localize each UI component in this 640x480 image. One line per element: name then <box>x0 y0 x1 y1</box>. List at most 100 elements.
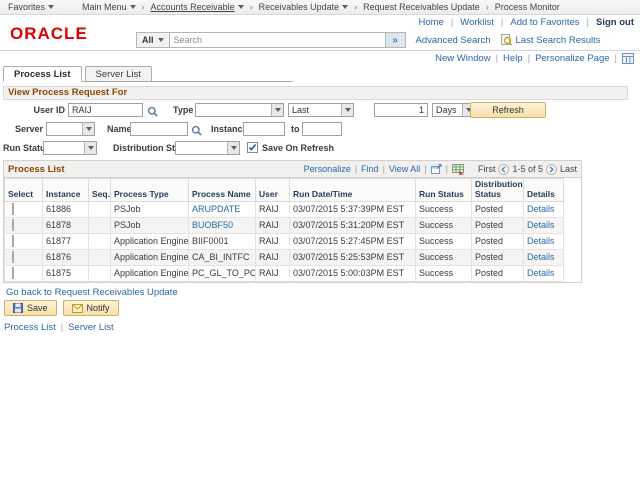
zoom-grid-icon[interactable] <box>430 164 442 174</box>
advanced-search-link[interactable]: Advanced Search <box>415 34 491 46</box>
notify-label: Notify <box>86 303 110 313</box>
separator: | <box>614 53 617 64</box>
worklist-link[interactable]: Worklist <box>460 17 494 28</box>
favorites-label: Favorites <box>8 2 46 12</box>
global-search-bar: All » Advanced Search Last Search Result… <box>136 32 601 48</box>
footer-buttons: Save Notify <box>4 300 119 316</box>
home-link[interactable]: Home <box>418 17 444 28</box>
save-on-refresh-checkbox[interactable] <box>247 142 258 153</box>
breadcrumb-separator: › <box>354 2 358 12</box>
cell-process-type: PSJob <box>110 200 189 218</box>
tab-process-list[interactable]: Process List <box>3 66 82 82</box>
user-id-label: User ID <box>33 105 65 115</box>
pager-next-icon[interactable] <box>545 163 557 175</box>
view-all-link[interactable]: View All <box>388 164 421 174</box>
cell-distribution-status: Posted <box>471 248 524 266</box>
col-process-type: Process Type <box>110 178 189 202</box>
col-distribution-status: Distribution Status <box>471 178 524 202</box>
pager-first[interactable]: First <box>477 164 496 174</box>
days-count-input[interactable] <box>374 103 428 117</box>
new-window-link[interactable]: New Window <box>435 53 491 64</box>
breadcrumb-request-receivables-update[interactable]: Request Receivables Update <box>363 2 480 12</box>
row-select-checkbox[interactable] <box>12 219 14 232</box>
add-to-favorites-link[interactable]: Add to Favorites <box>510 17 580 28</box>
days-unit-select[interactable]: Days <box>432 103 475 117</box>
main-menu-label: Main Menu <box>82 2 127 12</box>
user-id-input[interactable] <box>68 103 143 117</box>
search-scope-dropdown[interactable]: All <box>136 32 170 48</box>
details-link[interactable]: Details <box>527 204 555 215</box>
process-name-link[interactable]: BUOBF50 <box>192 220 234 231</box>
instance-to-input[interactable] <box>302 122 342 136</box>
last-search-results-link[interactable]: Last Search Results <box>515 34 601 46</box>
type-label: Type <box>173 105 194 115</box>
cell-seq <box>88 264 111 282</box>
breadcrumb-process-monitor[interactable]: Process Monitor <box>495 2 560 12</box>
details-link[interactable]: Details <box>527 252 555 263</box>
cell-user: RAIJ <box>255 200 290 218</box>
separator: | <box>527 53 531 64</box>
find-link[interactable]: Find <box>361 164 379 174</box>
breadcrumb-receivables-update[interactable]: Receivables Update <box>259 2 349 12</box>
personalize-layout-icon[interactable] <box>622 53 634 64</box>
table-header-row: Select Instance Seq. Process Type Proces… <box>4 178 564 202</box>
view-process-request-header: View Process Request For <box>3 86 628 100</box>
main-menu[interactable]: Main Menu <box>82 2 136 12</box>
breadcrumb: Favorites Main Menu › Accounts Receivabl… <box>0 0 640 15</box>
row-select-checkbox[interactable] <box>12 235 14 248</box>
server-select[interactable] <box>46 122 95 136</box>
search-input[interactable] <box>169 32 386 48</box>
help-link[interactable]: Help <box>503 53 523 64</box>
details-link[interactable]: Details <box>527 220 555 231</box>
breadcrumb-label: Process Monitor <box>494 2 560 12</box>
bottom-server-list-link[interactable]: Server List <box>68 322 114 333</box>
cell-seq <box>88 248 111 266</box>
cell-run-datetime: 03/07/2015 5:37:39PM EST <box>289 200 416 218</box>
row-select-checkbox[interactable] <box>12 267 14 280</box>
details-link[interactable]: Details <box>527 268 555 279</box>
download-icon[interactable] <box>451 163 464 175</box>
instance-from-input[interactable] <box>243 122 285 136</box>
details-link[interactable]: Details <box>527 236 555 247</box>
app-header: ORACLE Home | Worklist | Add to Favorite… <box>0 15 640 51</box>
col-run-datetime: Run Date/Time <box>289 178 416 202</box>
distribution-status-select[interactable] <box>175 141 240 155</box>
separator: | <box>382 164 385 174</box>
user-id-lookup-icon[interactable] <box>147 104 158 122</box>
row-select-checkbox[interactable] <box>12 251 14 264</box>
process-name-link[interactable]: ARUPDATE <box>192 204 241 215</box>
run-status-label: Run Status <box>3 143 51 153</box>
separator: | <box>445 164 448 174</box>
name-lookup-icon[interactable] <box>191 123 202 141</box>
search-submit-button[interactable]: » <box>385 32 406 48</box>
favorites-menu[interactable]: Favorites <box>8 2 55 12</box>
cell-instance: 61886 <box>42 200 89 218</box>
bottom-links: Process List | Server List <box>4 322 114 333</box>
personalize-link[interactable]: Personalize <box>303 164 351 174</box>
separator: | <box>450 17 454 28</box>
cell-process-name: PC_GL_TO_PC <box>188 264 256 282</box>
pager-last[interactable]: Last <box>559 164 577 174</box>
refresh-button[interactable]: Refresh <box>470 102 546 118</box>
go-back-link[interactable]: Go back to Request Receivables Update <box>6 287 178 298</box>
sign-out-link[interactable]: Sign out <box>596 17 634 28</box>
breadcrumb-label: Accounts Receivable <box>150 2 235 12</box>
row-select-checkbox[interactable] <box>12 203 14 216</box>
run-status-select[interactable] <box>43 141 97 155</box>
col-details: Details <box>523 178 564 202</box>
process-name-input[interactable] <box>130 122 188 136</box>
last-select[interactable]: Last <box>288 103 354 117</box>
type-select[interactable] <box>195 103 284 117</box>
personalize-page-link[interactable]: Personalize Page <box>535 53 610 64</box>
notify-button[interactable]: Notify <box>62 300 119 316</box>
page-actions: New Window | Help | Personalize Page | <box>435 53 634 64</box>
cell-process-type: PSJob <box>110 216 189 234</box>
table-row: 61878 PSJob BUOBF50 RAIJ 03/07/2015 5:31… <box>4 216 564 234</box>
pager-prev-icon[interactable] <box>498 163 510 175</box>
chevron-down-icon <box>48 5 55 9</box>
chevron-down-icon <box>341 104 353 116</box>
bottom-process-list-link[interactable]: Process List <box>4 322 56 333</box>
breadcrumb-accounts-receivable[interactable]: Accounts Receivable <box>151 2 244 12</box>
tab-server-list[interactable]: Server List <box>84 66 152 82</box>
save-button[interactable]: Save <box>4 300 57 316</box>
